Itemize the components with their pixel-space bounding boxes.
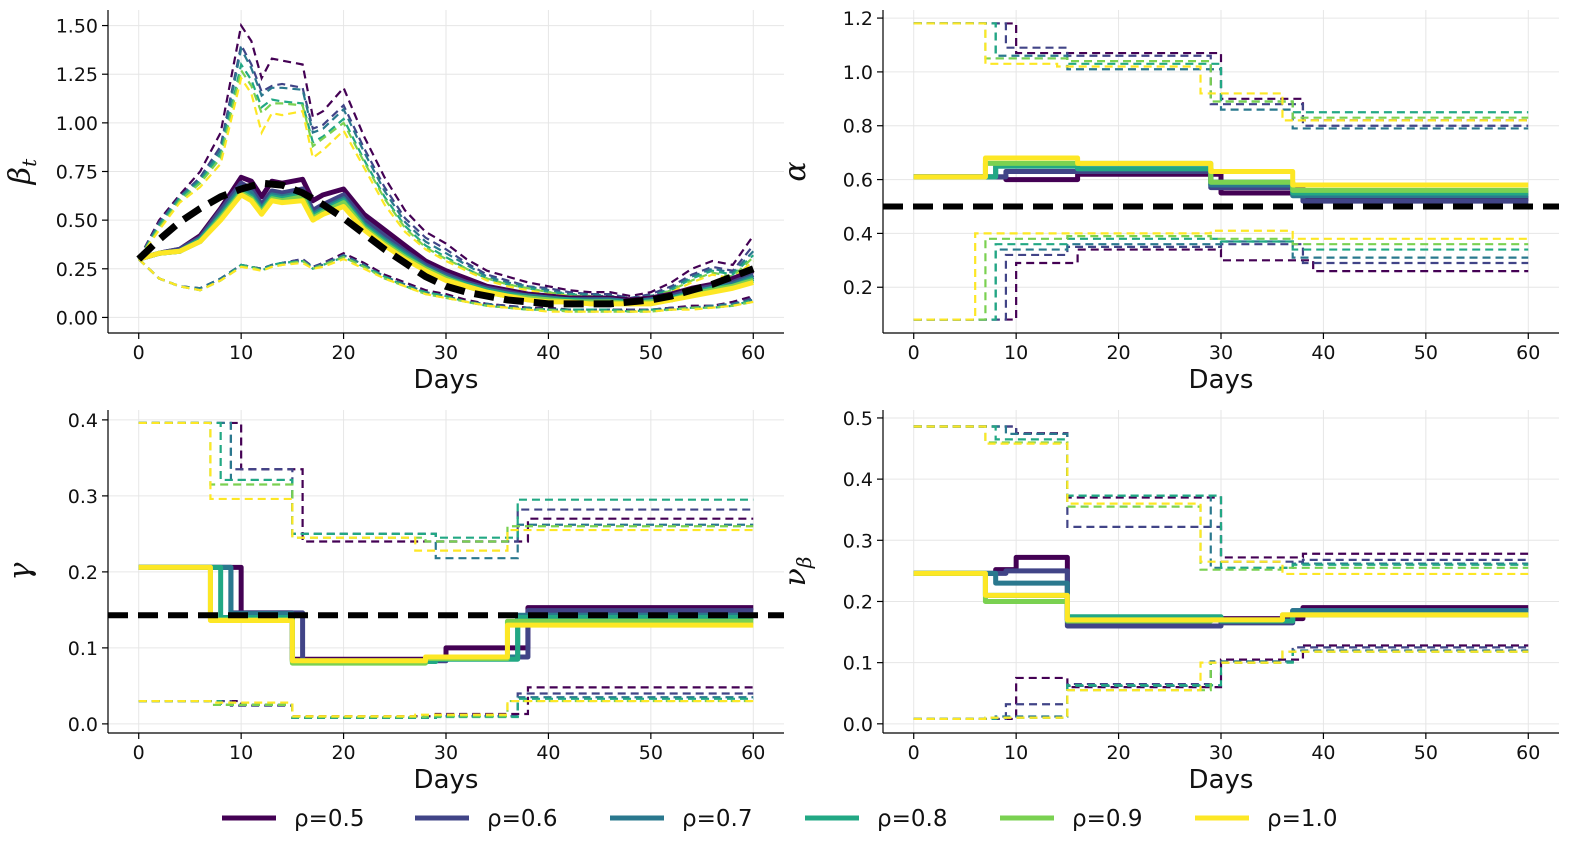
y-tick-label: 0.75 [56,162,98,184]
x-tick-label: 50 [1414,742,1438,764]
lower-ci-rho-0.5 [913,248,1529,321]
x-tick-label: 60 [1516,742,1540,764]
x-tick-label: 10 [1004,742,1028,764]
lower-ci-rho-1.0 [137,257,754,313]
lower-ci-rho-1.0 [913,650,1529,721]
x-tick-label: 0 [133,342,145,364]
legend-label-4: ρ=0.9 [1072,806,1142,832]
x-tick-label: 20 [1106,742,1130,764]
panel-nu: 0 10 20 30 40 50 60 0.0 0.1 0.2 0.3 0.4 0.5 Days νβ [778,408,1559,795]
lower-ci-rho-1.0 [913,229,1529,321]
upper-ci-rho-1.0 [138,421,754,552]
y-tick-label: 0.4 [68,410,98,432]
legend-label-2: ρ=0.7 [682,806,752,832]
x-tick-label: 40 [536,742,560,764]
y-tick-label: 1.2 [843,8,873,30]
y-tick-label: 1.50 [56,16,98,38]
x-axis-label: Days [414,765,479,795]
y-axis-label: α [778,161,813,181]
x-tick-label: 50 [639,742,663,764]
upper-ci-rho-1.0 [913,425,1529,576]
x-tick-label: 30 [1209,742,1233,764]
x-tick-label: 20 [331,742,355,764]
legend-label-3: ρ=0.8 [877,806,947,832]
y-axis-label: βt [3,158,41,185]
x-tick-label: 20 [1106,342,1130,364]
lower-ci-rho-0.7 [913,240,1529,321]
x-tick-label: 10 [229,342,253,364]
upper-ci-rho-0.6 [913,22,1529,127]
x-tick-label: 0 [133,742,145,764]
mean-line-rho-1.0 [913,155,1529,188]
x-tick-label: 10 [229,742,253,764]
upper-ci-rho-0.8 [138,421,754,539]
x-axis-label: Days [1189,765,1254,795]
legend-label-1: ρ=0.6 [487,806,557,832]
y-tick-label: 1.0 [843,62,873,84]
x-tick-label: 30 [434,342,458,364]
upper-ci-rho-0.5 [137,22,755,298]
lower-ci-rho-1.0 [138,699,754,718]
x-tick-label: 30 [1209,342,1233,364]
x-axis-label: Days [414,365,479,395]
y-tick-label: 0.6 [843,170,873,192]
upper-ci-rho-0.8 [913,425,1529,569]
panel-gamma: 0 10 20 30 40 50 60 0.0 0.1 0.2 0.3 0.4 Days γ [3,410,784,795]
x-tick-label: 60 [1516,342,1540,364]
y-axis-label-subscript: β [792,557,816,570]
y-tick-label: 0.8 [843,116,873,138]
y-tick-label: 0.4 [843,223,873,245]
x-tick-label: 40 [536,342,560,364]
lower-ci-rho-0.6 [913,243,1529,321]
panel-alpha: 0 10 20 30 40 50 60 0.2 0.4 0.6 0.8 1.0 1.2 Days α [778,8,1559,395]
y-tick-label: 0.3 [843,530,873,552]
panel-beta: 0 10 20 30 40 50 60 0.00 0.25 0.50 0.75 1.00 1.25 1.5… [3,10,784,395]
upper-ci-rho-0.9 [913,22,1529,119]
x-tick-label: 40 [1311,342,1335,364]
x-tick-label: 0 [908,742,920,764]
y-tick-label: 0.2 [843,277,873,299]
upper-ci-rho-0.6 [913,425,1529,563]
y-tick-label: 0.2 [843,591,873,613]
y-tick-label: 0.2 [68,562,98,584]
y-axis-label: γ [3,562,38,580]
x-tick-label: 0 [908,342,920,364]
y-tick-label: 0.4 [843,469,873,491]
true-value-line [136,179,755,308]
mean-line-rho-1.0 [913,570,1529,623]
y-tick-label: 0.0 [68,714,98,736]
upper-ci-rho-0.7 [137,45,755,300]
x-tick-label: 50 [1414,342,1438,364]
y-tick-label: 0.5 [843,408,873,430]
legend-label-0: ρ=0.5 [294,806,364,832]
upper-ci-rho-0.7 [138,421,754,560]
y-tick-label: 0.00 [56,307,98,329]
x-axis-label: Days [1189,365,1254,395]
x-tick-label: 60 [741,342,765,364]
x-tick-label: 20 [331,342,355,364]
y-tick-label: 1.00 [56,113,98,135]
y-tick-label: 0.50 [56,210,98,232]
upper-ci-rho-0.6 [137,41,755,300]
legend-label-5: ρ=1.0 [1267,806,1337,832]
y-tick-label: 0.25 [56,259,98,281]
y-axis-label: νβ [778,557,816,587]
mean-line-rho-1.0 [138,564,754,664]
x-tick-label: 60 [741,742,765,764]
y-tick-label: 0.1 [843,653,873,675]
lower-ci-rho-0.8 [913,237,1529,321]
y-axis-label-subscript: t [17,158,41,167]
upper-ci-rho-1.0 [913,22,1529,122]
y-tick-label: 0.1 [68,638,98,660]
x-tick-label: 40 [1311,742,1335,764]
x-tick-label: 50 [639,342,663,364]
y-tick-label: 0.0 [843,714,873,736]
y-tick-label: 0.3 [68,486,98,508]
x-tick-label: 10 [1004,342,1028,364]
x-tick-label: 30 [434,742,458,764]
y-tick-label: 1.25 [56,64,98,86]
legend: ρ=0.5 ρ=0.6 ρ=0.7 ρ=0.8 ρ=0.9 ρ=1.0 [222,806,1337,832]
